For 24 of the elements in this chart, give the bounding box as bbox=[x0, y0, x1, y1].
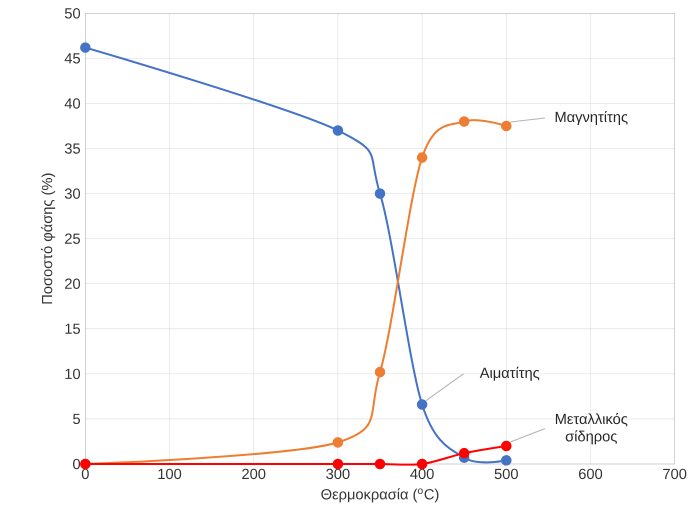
text: Μεταλλικός σίδηρος bbox=[556, 412, 628, 444]
text: Μαγνητίτης bbox=[556, 110, 628, 126]
y-tick-label: 40 bbox=[64, 98, 80, 109]
y-tick-label: 15 bbox=[65, 324, 80, 334]
x-tick-label: 200 bbox=[242, 468, 266, 480]
text: Αιματίτης bbox=[480, 366, 540, 381]
y-tick-label: 25 bbox=[65, 233, 80, 244]
y-axis-title: Ποσοστό φάσης (%) bbox=[41, 174, 56, 304]
x-tick-label: 400 bbox=[410, 468, 434, 480]
x-tick-label: 100 bbox=[158, 468, 182, 480]
x-tick-label: 300 bbox=[326, 468, 350, 480]
y-tick-label: 5 bbox=[73, 414, 80, 424]
y-tick-label: 35 bbox=[64, 143, 80, 154]
y-tick-label: 30 bbox=[64, 188, 80, 199]
x-axis-title: Θερμοκρασία ($^{o}$C) bbox=[321, 488, 438, 502]
x-tick-label: 0 bbox=[82, 468, 89, 480]
x-tick-label: 700 bbox=[663, 468, 686, 480]
y-tick-label: 20 bbox=[65, 278, 80, 289]
y-tick-label: 45 bbox=[64, 53, 80, 64]
y-tick-label: 0 bbox=[73, 458, 80, 470]
y-tick-label: 10 bbox=[65, 368, 80, 380]
x-tick-label: 500 bbox=[494, 468, 518, 480]
x-tick-label: 600 bbox=[578, 468, 602, 480]
y-tick-label: 50 bbox=[64, 8, 80, 19]
